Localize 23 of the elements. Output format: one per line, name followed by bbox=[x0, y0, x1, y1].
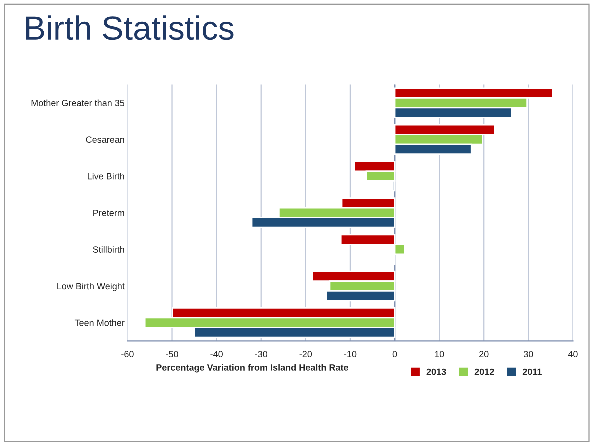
x-tick-label: -60 bbox=[122, 351, 134, 358]
y-tick-label: Low Birth Weight bbox=[58, 282, 125, 292]
x-tick-label: 20 bbox=[480, 351, 489, 358]
y-tick-label: Teen Mother bbox=[74, 320, 125, 326]
x-tick-label: 30 bbox=[524, 351, 534, 358]
chart-title: Birth Statistics bbox=[26, 16, 234, 40]
x-axis-title: Percentage Variation from Island Health Rate bbox=[156, 364, 348, 373]
x-tick-label: 40 bbox=[568, 351, 578, 358]
x-tick-label: -20 bbox=[300, 351, 312, 358]
y-tick-label: Mother Greater than 35 bbox=[32, 100, 125, 106]
y-tick-label: Preterm bbox=[94, 210, 124, 216]
x-tick-label: -10 bbox=[344, 351, 357, 358]
legend-label: 2011 bbox=[522, 368, 542, 376]
x-tick-label: -40 bbox=[210, 351, 223, 358]
y-tick-label: Cesarean bbox=[86, 136, 124, 144]
x-tick-label: -30 bbox=[255, 351, 268, 358]
y-tick-label: Stillbirth bbox=[93, 246, 124, 253]
x-tick-label: 10 bbox=[435, 351, 444, 358]
legend-label: 2013 bbox=[426, 368, 446, 376]
x-tick-label: -50 bbox=[166, 351, 178, 358]
y-tick-label: Live Birth bbox=[88, 173, 124, 180]
x-tick-label: 0 bbox=[392, 351, 398, 358]
legend-label: 2012 bbox=[474, 368, 494, 376]
